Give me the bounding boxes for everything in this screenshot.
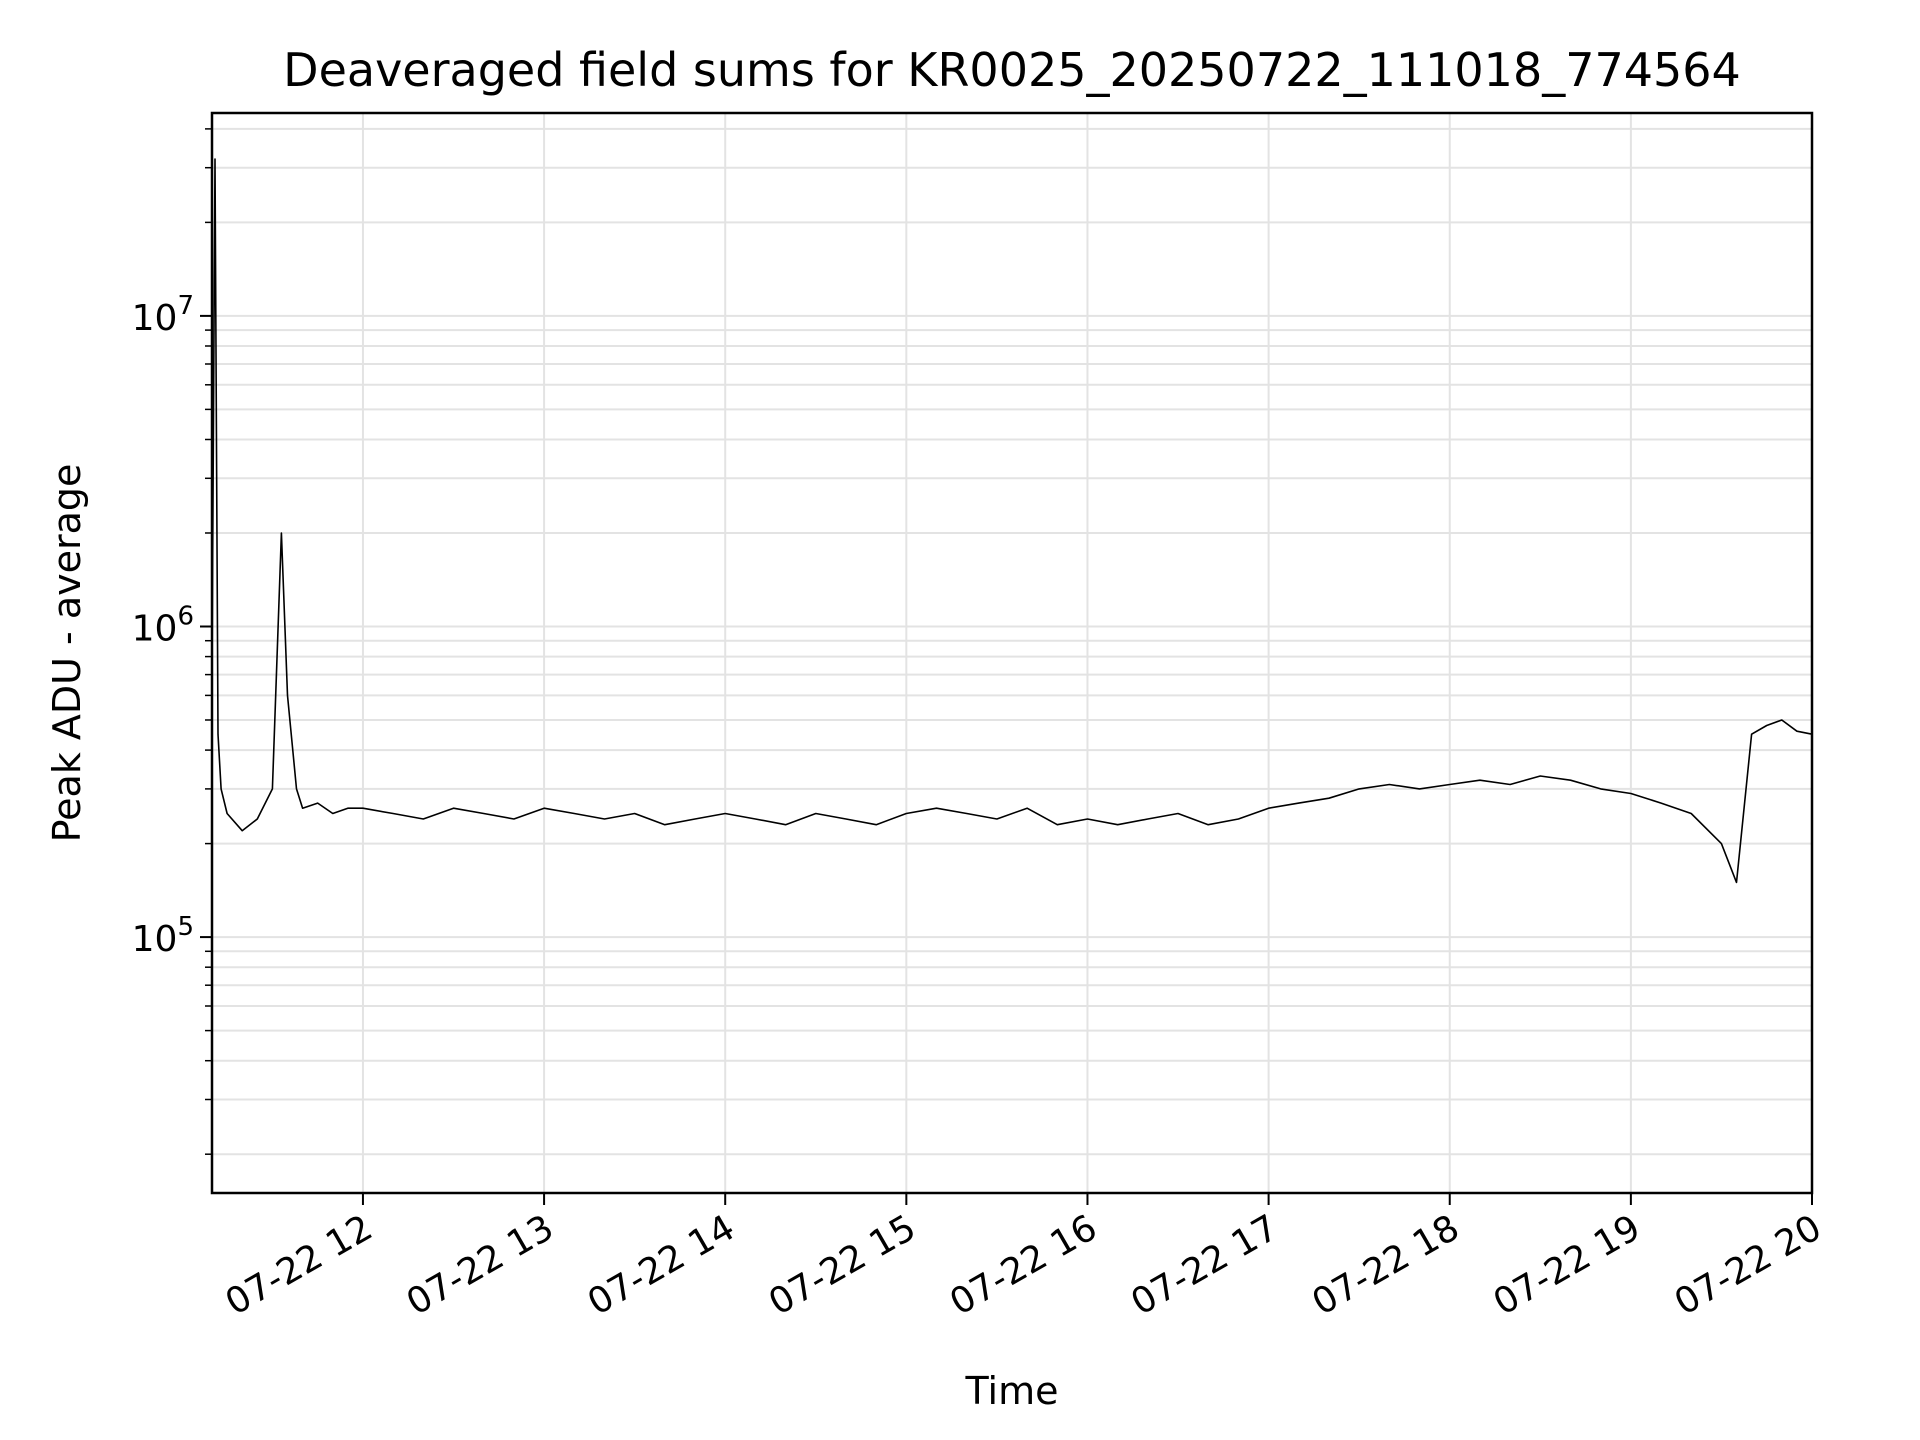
- y-tick-label: 105: [132, 912, 194, 960]
- y-tick-label: 107: [132, 291, 194, 339]
- x-axis-label: Time: [965, 1369, 1059, 1413]
- chart-title: Deaveraged field sums for KR0025_2025072…: [283, 43, 1741, 97]
- series-layer: [211, 158, 1813, 884]
- tick-marks: [200, 128, 1813, 1205]
- grid-lines: [212, 113, 1813, 1193]
- y-axis-label: Peak ADU - average: [45, 464, 89, 843]
- plot-frame: [210, 111, 1814, 1195]
- y-tick-labels: 105 106 107: [132, 291, 194, 960]
- series-line: [211, 158, 1813, 884]
- y-tick-label: 106: [132, 601, 194, 649]
